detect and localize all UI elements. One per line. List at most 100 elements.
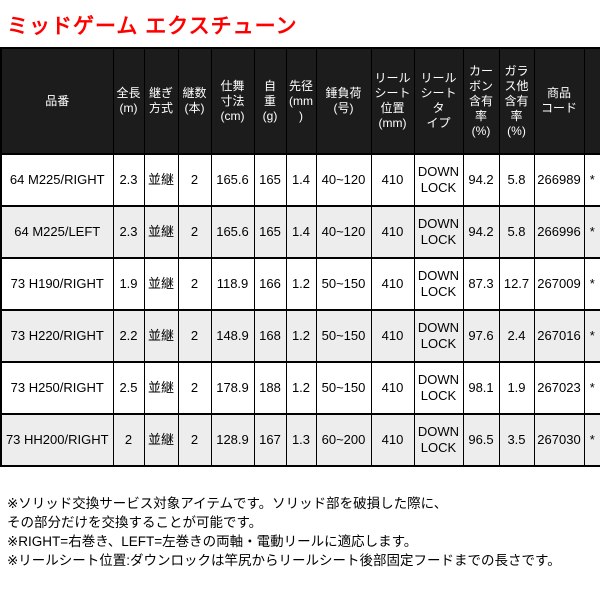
table-cell: 165 [253, 205, 287, 260]
table-cell: 410 [370, 309, 415, 364]
column-header-weight: 自 重 (g) [253, 47, 287, 156]
table-cell: 98.1 [462, 361, 500, 416]
page-title: ミッドゲーム エクスチューン [7, 15, 298, 38]
table-cell: 2.3 [112, 205, 145, 260]
table-cell: 73 H220/RIGHT [0, 309, 114, 364]
table-cell: 並継 [143, 257, 179, 312]
table-cell: 267009 [533, 257, 585, 312]
table-cell: * [583, 257, 600, 312]
table-cell: 266989 [533, 153, 585, 208]
table-row: 73 H220/RIGHT 2.2 並継 2 148.9 168 1.2 50~150 410 D… [0, 309, 600, 364]
table-cell: DOWN LOCK [413, 153, 464, 208]
table-cell: 1.2 [285, 361, 317, 416]
column-header-sections: 継数 (本) [177, 47, 212, 156]
note-line: ※ソリッド交換サービス対象アイテムです。ソリッド部を破損した際に、 [7, 496, 448, 512]
table-cell: 87.3 [462, 257, 500, 312]
table-cell: DOWN LOCK [413, 413, 464, 468]
table-cell: 1.9 [112, 257, 145, 312]
table-cell: * [583, 205, 600, 260]
spec-table: 品番 全長 (m) 継ぎ 方式 継数 (本) 仕舞 寸法 (cm) 自 重 (g… [0, 47, 600, 468]
table-cell: * [583, 153, 600, 208]
table-cell: 5.8 [498, 205, 535, 260]
table-cell: 5.8 [498, 153, 535, 208]
column-header-carbon-content: カー ボン 含有 率 (%) [462, 47, 500, 156]
table-cell: * [583, 361, 600, 416]
table-cell: 並継 [143, 361, 179, 416]
table-row: 73 HH200/RIGHT 2 並継 2 128.9 167 1.3 60~200 410 DO… [0, 413, 600, 468]
table-cell: 並継 [143, 413, 179, 468]
column-header-closed-length: 仕舞 寸法 (cm) [210, 47, 255, 156]
table-cell: DOWN LOCK [413, 257, 464, 312]
table-cell: 2 [177, 361, 212, 416]
table-row: 73 H250/RIGHT 2.5 並継 2 178.9 188 1.2 50~150 410 D… [0, 361, 600, 416]
table-cell: 178.9 [210, 361, 255, 416]
table-cell: 168 [253, 309, 287, 364]
table-cell: 97.6 [462, 309, 500, 364]
table-cell: 50~150 [315, 309, 372, 364]
table-cell: 2.3 [112, 153, 145, 208]
table-cell: 64 M225/RIGHT [0, 153, 114, 208]
table-cell: 165.6 [210, 205, 255, 260]
table-cell: 167 [253, 413, 287, 468]
column-header-product-code: 商品 コード [533, 47, 585, 156]
column-header-note-mark [583, 47, 600, 156]
table-cell: 165.6 [210, 153, 255, 208]
table-row: 73 H190/RIGHT 1.9 並継 2 118.9 166 1.2 50~150 410 D… [0, 257, 600, 312]
table-cell: 410 [370, 361, 415, 416]
table-cell: 50~150 [315, 257, 372, 312]
table-cell: 40~120 [315, 205, 372, 260]
table-cell: 73 H190/RIGHT [0, 257, 114, 312]
table-cell: 410 [370, 153, 415, 208]
column-header-joint-type: 継ぎ 方式 [143, 47, 179, 156]
note-line: ※リールシート位置:ダウンロックは竿尻からリールシート後部固定フードまでの長さで… [7, 553, 561, 569]
table-cell: 410 [370, 413, 415, 468]
table-cell: 267023 [533, 361, 585, 416]
table-cell: 40~120 [315, 153, 372, 208]
table-cell: 2 [177, 257, 212, 312]
table-cell: 2.2 [112, 309, 145, 364]
table-cell: 1.2 [285, 309, 317, 364]
table-cell: 3.5 [498, 413, 535, 468]
table-row: 64 M225/RIGHT 2.3 並継 2 165.6 165 1.4 40~120 410 D… [0, 153, 600, 208]
header-row: 品番 全長 (m) 継ぎ 方式 継数 (本) 仕舞 寸法 (cm) 自 重 (g… [0, 47, 600, 156]
column-header-model: 品番 [0, 47, 114, 156]
column-header-reel-seat-position: リール シート 位置 (mm) [370, 47, 415, 156]
table-cell: 60~200 [315, 413, 372, 468]
table-cell: 並継 [143, 309, 179, 364]
table-cell: 2.5 [112, 361, 145, 416]
table-cell: DOWN LOCK [413, 361, 464, 416]
table-cell: 64 M225/LEFT [0, 205, 114, 260]
table-cell: 267030 [533, 413, 585, 468]
note-line: ※RIGHT=右巻き、LEFT=左巻きの両軸・電動リールに適応します。 [7, 534, 418, 550]
table-cell: 94.2 [462, 205, 500, 260]
table-cell: 2 [177, 309, 212, 364]
table-cell: 165 [253, 153, 287, 208]
column-header-sinker-load: 錘負荷 (号) [315, 47, 372, 156]
table-cell: 118.9 [210, 257, 255, 312]
table-cell: 73 HH200/RIGHT [0, 413, 114, 468]
table-cell: 166 [253, 257, 287, 312]
table-cell: 1.2 [285, 257, 317, 312]
note-line: その部分だけを交換することが可能です。 [7, 515, 263, 531]
table-cell: 1.9 [498, 361, 535, 416]
table-cell: 1.4 [285, 153, 317, 208]
table-cell: 1.3 [285, 413, 317, 468]
table-cell: 148.9 [210, 309, 255, 364]
column-header-total-length: 全長 (m) [112, 47, 145, 156]
table-cell: 410 [370, 205, 415, 260]
table-cell: 並継 [143, 205, 179, 260]
table-cell: 2 [177, 413, 212, 468]
table-cell: DOWN LOCK [413, 309, 464, 364]
table-cell: 73 H250/RIGHT [0, 361, 114, 416]
table-cell: 2 [177, 205, 212, 260]
table-cell: 188 [253, 361, 287, 416]
column-header-reel-seat-type: リール シートタ イプ [413, 47, 464, 156]
spec-table-body: 64 M225/RIGHT 2.3 並継 2 165.6 165 1.4 40~120 410 D… [0, 153, 600, 468]
table-cell: 96.5 [462, 413, 500, 468]
table-cell: 410 [370, 257, 415, 312]
table-cell: 50~150 [315, 361, 372, 416]
table-cell: 2.4 [498, 309, 535, 364]
table-cell: 2 [112, 413, 145, 468]
table-cell: 266996 [533, 205, 585, 260]
table-cell: 128.9 [210, 413, 255, 468]
